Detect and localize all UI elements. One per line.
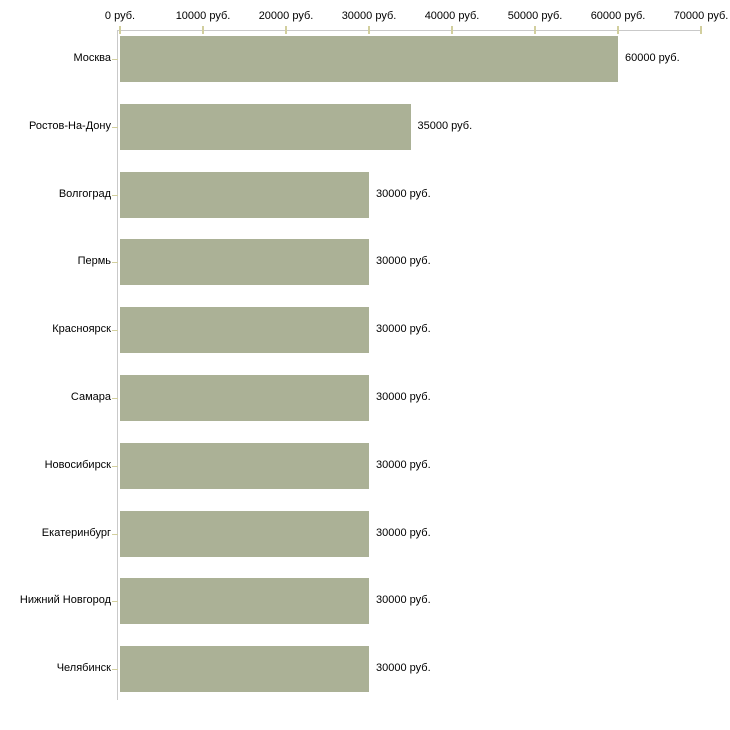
x-axis-tick-label: 70000 руб.: [673, 10, 729, 22]
bar: [120, 442, 369, 489]
category-tick-mark: [112, 126, 118, 128]
bar: [120, 103, 411, 150]
x-axis-tick-label: 20000 руб.: [258, 10, 314, 22]
bar: [120, 646, 369, 693]
bar: [120, 510, 369, 557]
x-axis-tick-mark: [285, 26, 287, 34]
x-axis-tick-mark: [534, 26, 536, 34]
category-label: Новосибирск: [44, 458, 111, 471]
y-axis-line: [117, 30, 118, 700]
bar: [120, 36, 618, 82]
value-label: 30000 руб.: [376, 526, 431, 539]
value-label: 30000 руб.: [376, 662, 431, 675]
category-tick-mark: [112, 59, 118, 60]
bar: [120, 375, 369, 421]
value-label: 30000 руб.: [376, 187, 431, 200]
bar: [120, 578, 369, 625]
category-tick-mark: [112, 669, 118, 671]
category-tick-mark: [112, 533, 118, 535]
x-axis-line: [117, 30, 701, 31]
value-label: 60000 руб.: [625, 52, 680, 64]
x-axis-tick-mark: [119, 26, 121, 34]
value-label: 30000 руб.: [376, 391, 431, 403]
x-axis-tick-mark: [202, 26, 204, 34]
category-label: Красноярск: [52, 323, 111, 336]
bar: [120, 307, 369, 354]
value-label: 30000 руб.: [376, 323, 431, 336]
x-axis-tick-label: 60000 руб.: [590, 10, 646, 22]
x-axis-tick-mark: [700, 26, 702, 34]
x-axis-tick-mark: [617, 26, 619, 34]
bar: [120, 239, 369, 286]
category-label: Волгоград: [58, 187, 111, 200]
value-label: 30000 руб.: [376, 594, 431, 607]
x-axis-tick-label: 10000 руб.: [175, 10, 231, 22]
value-label: 30000 руб.: [376, 458, 431, 471]
x-axis-tick-label: 40000 руб.: [424, 10, 480, 22]
value-label: 35000 руб.: [417, 119, 473, 132]
category-label: Самара: [70, 391, 111, 403]
category-label: Москва: [73, 52, 111, 64]
value-label: 30000 руб.: [376, 255, 431, 268]
x-axis-tick-label: 30000 руб.: [341, 10, 397, 22]
x-axis-tick-label: 0 руб.: [104, 10, 136, 22]
x-axis-tick-label: 50000 руб.: [507, 10, 563, 22]
category-label: Ростов-На-Дону: [28, 119, 111, 132]
category-label: Челябинск: [56, 662, 111, 675]
category-tick-mark: [112, 465, 118, 467]
x-axis-tick-mark: [368, 26, 370, 34]
category-tick-mark: [112, 194, 118, 196]
category-label: Пермь: [77, 255, 111, 268]
category-label: Екатеринбург: [41, 526, 111, 539]
category-tick-mark: [112, 398, 118, 399]
bar: [120, 171, 369, 218]
category-tick-mark: [112, 330, 118, 332]
x-axis-tick-mark: [451, 26, 453, 34]
category-label: Нижний Новгород: [19, 594, 111, 607]
category-tick-mark: [112, 262, 118, 264]
category-tick-mark: [112, 601, 118, 603]
